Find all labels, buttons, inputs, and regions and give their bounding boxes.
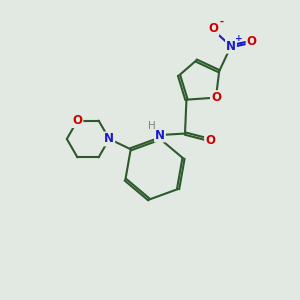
Text: N: N xyxy=(104,133,114,146)
Text: -: - xyxy=(220,17,224,27)
Text: O: O xyxy=(205,134,215,146)
Text: O: O xyxy=(208,22,218,35)
Text: O: O xyxy=(247,35,256,48)
Text: O: O xyxy=(211,91,221,104)
Text: N: N xyxy=(226,40,236,53)
Text: N: N xyxy=(155,128,165,142)
Text: +: + xyxy=(235,34,242,43)
Text: O: O xyxy=(72,114,82,127)
Text: H: H xyxy=(148,121,156,131)
